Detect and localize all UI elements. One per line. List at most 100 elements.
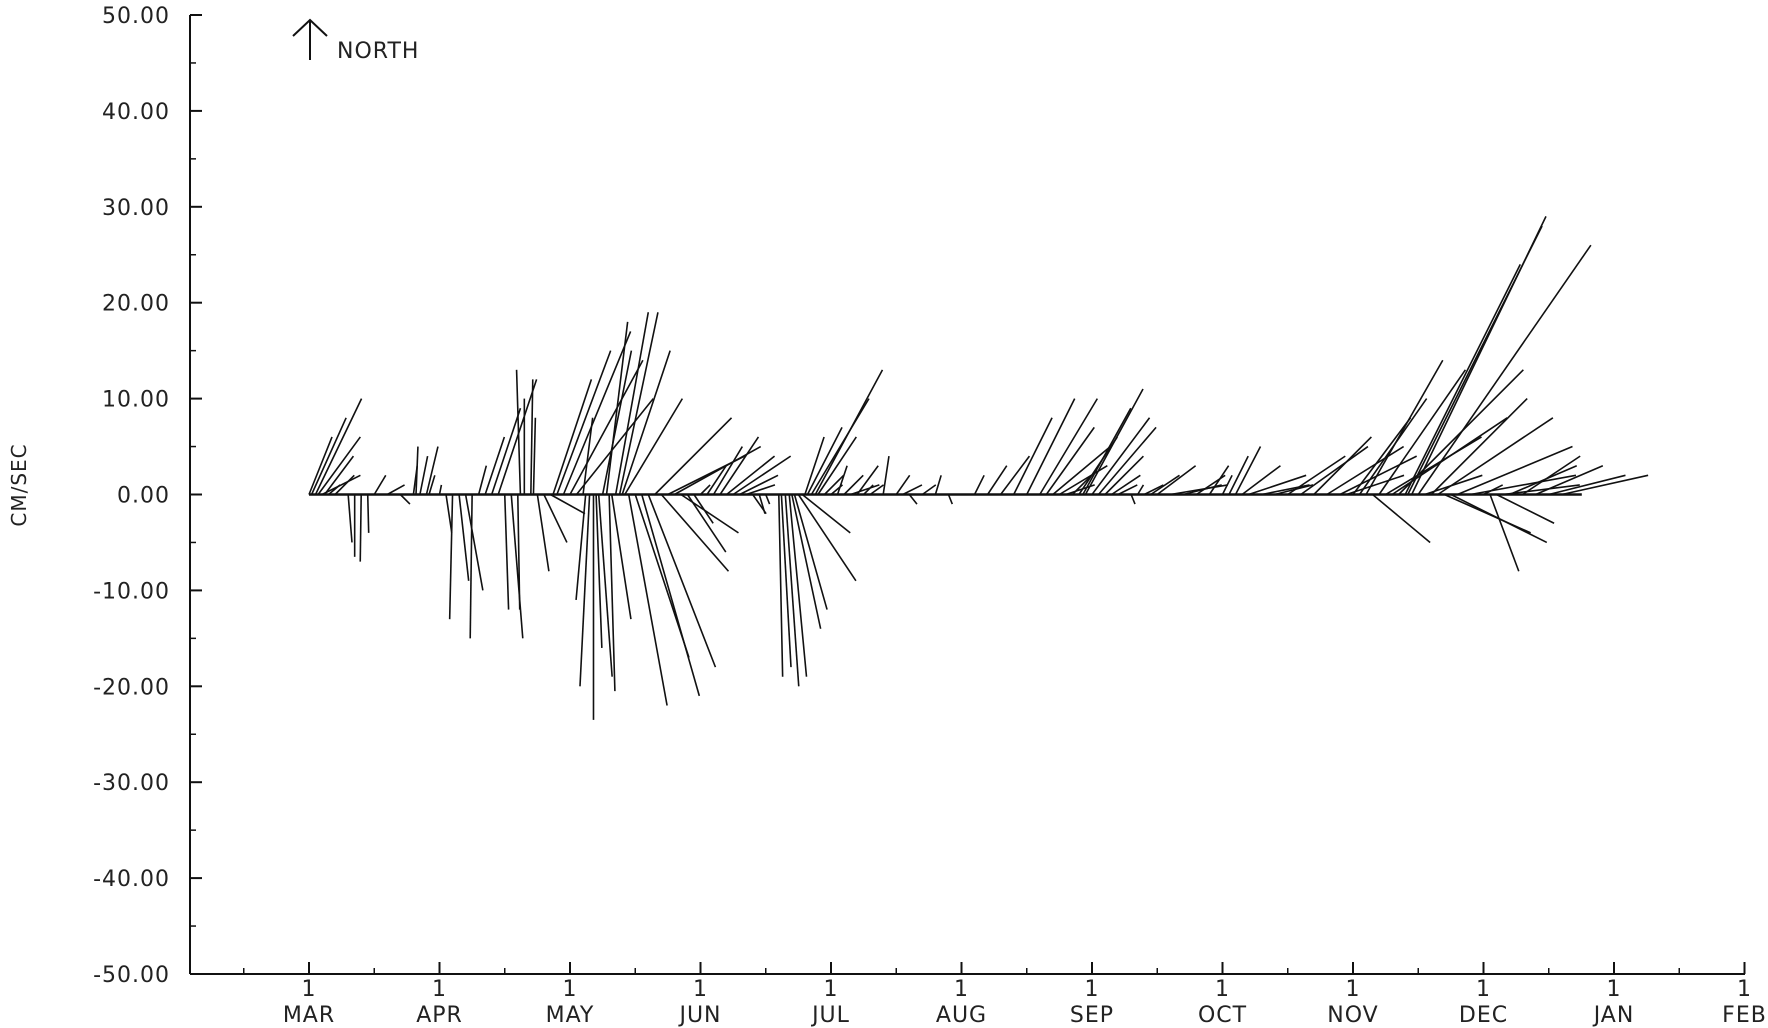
current-vector <box>595 494 603 648</box>
current-vector <box>445 494 453 533</box>
current-vector <box>579 494 591 687</box>
x-axis: 1MAR1APR1MAY1JUN1JUL1AUG1SEP1OCT1NOV1DEC… <box>190 962 1766 1028</box>
x-tick-month: NOV <box>1327 1003 1378 1028</box>
current-vector <box>986 465 1008 495</box>
current-vector <box>732 455 792 496</box>
current-vector <box>863 484 874 496</box>
current-vector <box>627 494 668 706</box>
current-vector <box>477 465 488 495</box>
current-vector <box>660 493 730 572</box>
y-tick-label: -40.00 <box>93 867 170 892</box>
current-vector <box>745 484 776 496</box>
current-vector <box>1404 263 1521 495</box>
current-vector <box>719 436 760 495</box>
current-vector <box>1326 445 1405 496</box>
x-tick-day: 1 <box>1346 977 1361 1002</box>
y-tick-label: 10.00 <box>102 388 170 413</box>
current-vector <box>624 398 684 495</box>
current-vector <box>399 493 411 505</box>
current-vector <box>791 494 822 629</box>
current-vector <box>934 475 942 495</box>
current-vector <box>699 484 711 496</box>
current-vector <box>788 494 808 677</box>
current-vector <box>425 446 439 495</box>
current-vector <box>1143 484 1164 496</box>
current-vector <box>1234 446 1262 495</box>
current-vector <box>1470 474 1577 496</box>
y-tick-label: -20.00 <box>93 675 170 700</box>
current-vector <box>1117 484 1138 496</box>
current-vector <box>1522 455 1581 496</box>
current-vector <box>778 494 784 677</box>
current-vector <box>605 321 629 495</box>
current-vector <box>1104 455 1144 496</box>
current-vector <box>1417 244 1592 495</box>
current-vector <box>1084 388 1144 495</box>
current-vector <box>347 494 353 543</box>
x-tick-day: 1 <box>432 977 447 1002</box>
current-vector <box>973 474 985 495</box>
current-vector <box>1437 417 1554 496</box>
current-vector <box>908 494 918 505</box>
current-vector <box>1097 426 1157 496</box>
current-vector <box>712 446 744 495</box>
current-vector <box>1026 398 1076 495</box>
current-vector <box>1261 484 1310 496</box>
x-tick-month: MAR <box>283 1003 335 1028</box>
x-tick-month: MAY <box>546 1003 595 1028</box>
x-tick-day: 1 <box>693 977 708 1002</box>
current-vector <box>804 436 825 495</box>
current-vector <box>386 484 405 496</box>
current-vector <box>641 494 701 697</box>
x-tick-day: 1 <box>1476 977 1491 1002</box>
current-vector <box>490 407 522 495</box>
current-vector <box>1071 474 1093 496</box>
current-vector <box>1535 464 1604 496</box>
y-tick-label: 50.00 <box>102 4 170 29</box>
current-vector <box>438 484 443 495</box>
current-vector <box>1378 369 1467 495</box>
vector-series <box>308 216 1649 720</box>
north-label: NORTH <box>337 39 419 64</box>
x-tick-month: OCT <box>1198 1003 1247 1028</box>
current-vector <box>415 446 419 495</box>
current-vector <box>1221 474 1233 495</box>
current-vector <box>1502 484 1580 496</box>
current-vector <box>608 494 616 692</box>
current-vector <box>317 436 361 495</box>
x-tick-day: 1 <box>1607 977 1622 1002</box>
current-vector <box>726 455 776 496</box>
x-tick-month: JUL <box>810 1003 850 1028</box>
current-vector <box>484 436 506 495</box>
current-vector <box>1000 455 1031 495</box>
current-vector <box>458 494 470 581</box>
current-vector <box>1241 465 1281 496</box>
current-vector <box>515 369 522 495</box>
current-vector <box>1561 474 1649 496</box>
current-vector <box>1248 474 1307 496</box>
current-vector <box>503 494 510 610</box>
current-vector <box>647 494 717 668</box>
current-vector <box>532 417 537 495</box>
current-vector <box>1430 398 1528 496</box>
current-vector <box>497 379 538 495</box>
y-tick-label: 20.00 <box>102 292 170 317</box>
current-vector <box>823 474 845 496</box>
current-vector <box>550 493 586 515</box>
current-vector <box>739 474 779 496</box>
current-vector <box>856 465 879 495</box>
current-vector <box>706 465 727 495</box>
current-vector <box>562 331 632 495</box>
y-tick-label: 40.00 <box>102 100 170 125</box>
y-tick-label: -50.00 <box>93 963 170 988</box>
current-vector <box>419 455 429 495</box>
current-vector <box>510 494 524 639</box>
current-vector <box>882 456 890 495</box>
current-vector <box>1483 484 1504 496</box>
current-vector <box>1385 436 1482 496</box>
current-vector <box>543 494 568 543</box>
x-tick-day: 1 <box>563 977 578 1002</box>
y-axis: 50.00 40.00 30.00 20.00 10.00 0.00 -10.00 -20.0… <box>93 4 202 988</box>
current-vector <box>1156 465 1197 496</box>
